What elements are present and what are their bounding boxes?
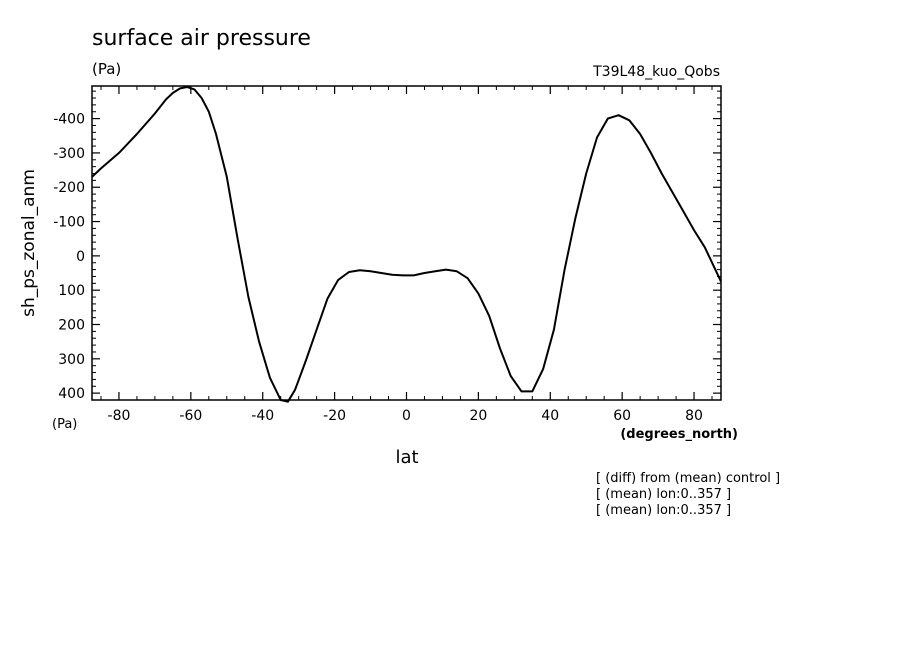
y-tick-label: -300 [53,146,85,162]
x-tick-label: 60 [613,408,631,424]
title-units: (Pa) [92,60,121,78]
y-axis-tick-labels: -400 -300 -200 -100 0 100 200 300 400 [53,112,85,403]
y-tick-label: -100 [53,215,85,231]
x-tick-label: 0 [402,408,411,424]
y-axis-ticks [92,90,721,401]
x-tick-label: -20 [323,408,346,424]
y-tick-label: -400 [53,112,85,128]
y-axis-units: (Pa) [52,417,77,432]
series-line [91,86,722,403]
x-tick-label: -40 [251,408,274,424]
x-axis-units: (degrees_north) [620,427,738,442]
x-tick-label: 20 [469,408,487,424]
y-tick-label: 0 [76,249,85,265]
note-line-2: [ (mean) lon:0..357 ] [596,487,731,502]
x-tick-label: 40 [541,408,559,424]
run-label: T39L48_kuo_Qobs [592,64,720,80]
y-tick-label: -200 [53,180,85,196]
note-line-3: [ (mean) lon:0..357 ] [596,503,731,518]
y-tick-label: 300 [58,352,85,368]
x-tick-label: 80 [685,408,703,424]
x-axis-ticks [100,86,713,400]
x-tick-label: -60 [179,408,202,424]
y-tick-label: 200 [58,318,85,334]
x-axis-tick-labels: -80 -60 -40 -20 0 20 40 60 80 [108,408,703,424]
x-tick-label: -80 [108,408,131,424]
plot-frame [91,85,722,401]
y-axis-label: sh_ps_zonal_anm [19,169,39,317]
chart-title: surface air pressure [92,26,311,51]
note-line-1: [ (diff) from (mean) control ] [596,471,780,486]
y-tick-label: 100 [58,283,85,299]
x-axis-label: lat [395,447,418,468]
y-tick-label: 400 [58,386,85,402]
